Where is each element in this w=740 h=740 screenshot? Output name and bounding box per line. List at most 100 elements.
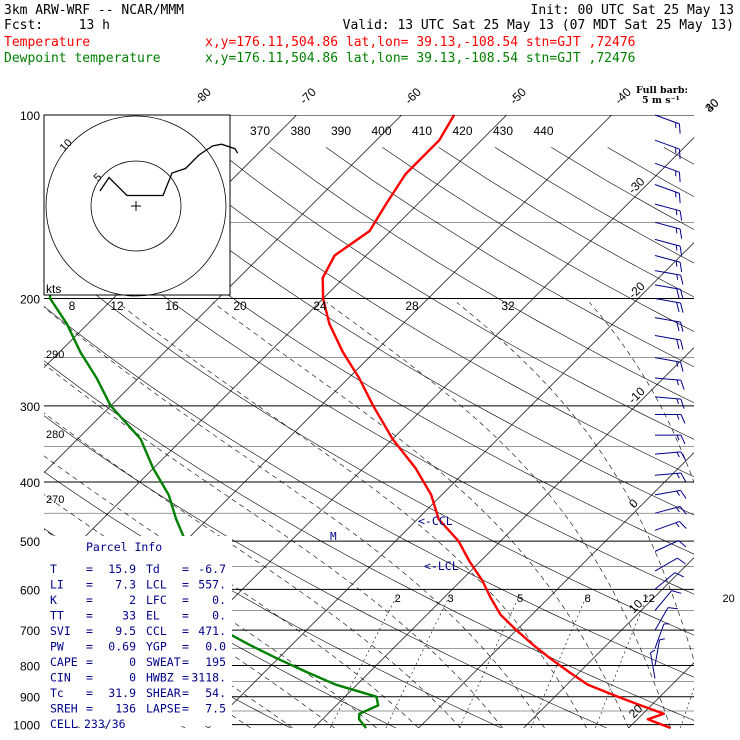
isotherm: [418, 452, 694, 728]
barb-full: [680, 339, 684, 350]
barb-full: [678, 149, 681, 159]
mixing-ratio-line: [385, 594, 451, 728]
dewpoint-location: x,y=176.11,504.86 lat,lon= 39.13,-108.54…: [205, 51, 635, 66]
parcel-key: LI: [50, 578, 64, 592]
wind-barb: [654, 357, 684, 372]
mixing-ratio-line: [329, 594, 398, 728]
isotherm-label: 20: [626, 701, 646, 721]
barb-staff: [654, 162, 680, 173]
barb-staff: [654, 284, 681, 290]
wind-barb: [654, 270, 684, 285]
barb-half: [676, 434, 680, 441]
parcel-value: 136: [115, 702, 136, 716]
mixing-ratio-label: 5: [517, 593, 523, 605]
wind-barb: [655, 414, 686, 424]
isotherm-label: -20: [626, 279, 648, 301]
wind-barb: [654, 505, 687, 515]
barb-half: [675, 522, 680, 528]
speed-label: 24: [313, 299, 327, 313]
theta-label: 440: [533, 124, 553, 138]
isotherm-label: -50: [507, 85, 529, 107]
moist-adiabat: [44, 363, 503, 728]
pressure-label: 300: [20, 400, 40, 414]
parcel-eq: =: [182, 578, 189, 592]
barb-staff: [654, 520, 680, 531]
barb-full: [678, 193, 681, 204]
wind-barb: [649, 649, 656, 679]
parcel-eq: =: [86, 609, 93, 623]
pressure-label: 500: [20, 535, 40, 549]
parcel-key: SREH: [50, 702, 78, 716]
speed-label: 16: [165, 299, 179, 313]
dry-adiabat-label: 290: [46, 349, 64, 361]
dry-adiabat: [44, 306, 694, 678]
parcel-key: CIN: [50, 671, 71, 685]
parcel-value: 0.: [212, 593, 226, 607]
barb-full: [680, 414, 686, 424]
parcel-value: 0.69: [108, 640, 136, 654]
mixing-ratio-line: [680, 687, 694, 728]
dry-adiabat: [44, 198, 694, 595]
full-barb-unit: 5 m s⁻¹: [642, 95, 680, 106]
valid-time: Valid: 13 UTC Sat 25 May 13 (07 MDT Sat …: [343, 18, 734, 33]
barb-full: [680, 321, 684, 332]
parcel-eq: =: [86, 702, 93, 716]
speed-label: 12: [110, 299, 124, 313]
isotherm-label: -80: [192, 85, 214, 107]
barb-full: [674, 572, 684, 578]
barb-staff: [654, 270, 681, 276]
wind-barb: [654, 572, 684, 590]
barb-staff: [654, 377, 681, 381]
barb-full: [680, 490, 687, 499]
wind-barb: [655, 434, 686, 445]
barb-full: [679, 210, 683, 221]
temperature-legend: Temperature: [4, 35, 90, 50]
barb-staff: [654, 238, 681, 247]
barb-staff: [654, 472, 681, 476]
dry-adiabat: [44, 147, 694, 555]
dry-adiabat: [44, 252, 694, 636]
isotherm: [44, 115, 402, 474]
barb-half: [675, 170, 677, 177]
barb-half: [676, 414, 680, 420]
wind-barb: [654, 317, 684, 332]
wind-barb: [654, 221, 683, 239]
speed-label: 20: [233, 299, 247, 313]
speed-label: 28: [405, 299, 419, 313]
barb-half: [676, 379, 679, 386]
parcel-value: 0: [129, 655, 136, 669]
barb-half: [676, 490, 680, 496]
pressure-label: 900: [20, 691, 40, 705]
barb-full: [680, 302, 684, 313]
theta-label: 400: [371, 124, 391, 138]
barb-staff: [654, 255, 681, 263]
wind-barbs: [649, 114, 687, 679]
theta-label: 370: [250, 124, 270, 138]
dry-adiabat: [382, 147, 694, 332]
dry-adiabat-label: 270: [46, 494, 64, 506]
pressure-label: 800: [20, 660, 40, 674]
lcl-marker: <-LCL: [424, 559, 459, 573]
barb-staff: [654, 396, 681, 400]
isotherm: [44, 115, 507, 579]
barb-half: [663, 623, 670, 625]
barb-full: [679, 506, 687, 515]
barb-staff: [654, 505, 681, 514]
wind-barb: [654, 114, 681, 134]
barb-full: [680, 434, 686, 445]
parcel-value: 0.: [212, 609, 226, 623]
fcst-label: Fcst:: [4, 18, 43, 33]
wind-barb: [654, 298, 684, 313]
barb-full: [678, 172, 681, 183]
parcel-value: 7.3: [115, 578, 136, 592]
barb-full: [680, 361, 684, 372]
parcel-eq: =: [86, 593, 93, 607]
pressure-label: 1000: [13, 719, 40, 733]
wind-barb: [654, 489, 687, 499]
parcel-value: 31.9: [108, 686, 136, 700]
isotherm-label: -70: [297, 85, 319, 107]
parcel-key: Td: [146, 562, 160, 576]
barb-staff: [654, 114, 680, 125]
wind-barb: [654, 557, 686, 572]
